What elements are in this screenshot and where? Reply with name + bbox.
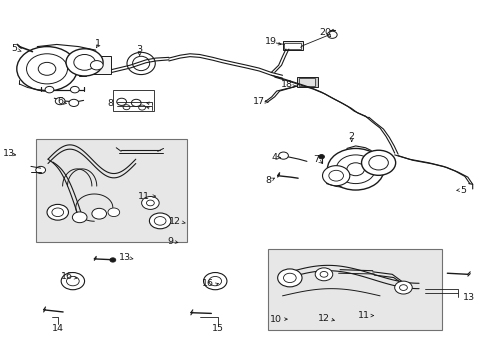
Text: 3: 3 [136,45,142,54]
Text: 8: 8 [107,99,113,108]
Circle shape [17,46,77,91]
Circle shape [36,166,45,174]
Circle shape [45,86,54,93]
Circle shape [72,212,87,223]
Circle shape [38,62,56,75]
Bar [113,90,154,111]
Circle shape [26,54,67,84]
Circle shape [318,154,324,159]
Bar [282,41,303,50]
Circle shape [90,60,103,70]
Text: 4: 4 [271,153,277,162]
Text: 7: 7 [313,156,319,165]
Circle shape [110,258,116,262]
Text: 11: 11 [357,311,369,320]
Circle shape [66,49,103,76]
Ellipse shape [132,56,149,71]
Text: 14: 14 [52,324,64,333]
Text: 2: 2 [348,132,354,141]
Ellipse shape [127,52,155,75]
Circle shape [70,86,79,93]
Text: 6: 6 [57,97,63,106]
Circle shape [327,148,383,190]
Circle shape [123,105,130,110]
Circle shape [320,271,327,277]
Circle shape [154,217,165,225]
Text: 12: 12 [169,217,181,226]
Circle shape [368,156,387,170]
Text: 18: 18 [281,81,293,90]
Circle shape [208,276,221,286]
Text: 5: 5 [459,185,465,194]
Circle shape [55,98,65,105]
Bar [267,249,442,330]
Text: 8: 8 [264,176,270,185]
Circle shape [327,31,336,39]
Text: 16: 16 [202,279,213,288]
Circle shape [52,208,63,217]
Bar [84,56,111,74]
Circle shape [108,208,120,217]
Circle shape [142,197,159,210]
Circle shape [361,150,395,175]
Text: 19: 19 [265,37,277,46]
Text: 20: 20 [318,28,330,37]
Circle shape [322,166,349,186]
Circle shape [61,273,84,290]
Text: 15: 15 [211,324,223,333]
Circle shape [335,155,374,184]
Circle shape [328,170,343,181]
Circle shape [283,273,296,283]
Circle shape [131,99,141,107]
Bar [284,42,301,49]
Text: 13: 13 [3,149,15,158]
Circle shape [278,152,288,159]
Circle shape [394,281,411,294]
Circle shape [149,213,170,229]
Circle shape [66,276,79,286]
Bar [297,77,317,87]
Circle shape [399,285,407,291]
Text: 5: 5 [11,44,17,53]
Text: 9: 9 [167,237,173,246]
Circle shape [277,269,302,287]
Circle shape [92,208,106,219]
Text: 11: 11 [138,192,150,201]
Circle shape [69,99,79,107]
Text: 13: 13 [462,293,474,302]
Text: 13: 13 [119,253,131,262]
Circle shape [315,268,332,281]
Text: 10: 10 [270,315,282,324]
Text: 1: 1 [95,39,101,48]
Circle shape [117,98,126,105]
Text: 12: 12 [317,314,329,323]
Text: 16: 16 [61,272,73,281]
Circle shape [47,204,68,220]
Bar [36,139,186,242]
Circle shape [346,163,364,176]
Circle shape [146,200,154,206]
Circle shape [203,273,226,290]
Circle shape [139,105,145,110]
Text: 17: 17 [253,96,264,105]
Circle shape [74,54,95,70]
Bar [299,78,315,86]
